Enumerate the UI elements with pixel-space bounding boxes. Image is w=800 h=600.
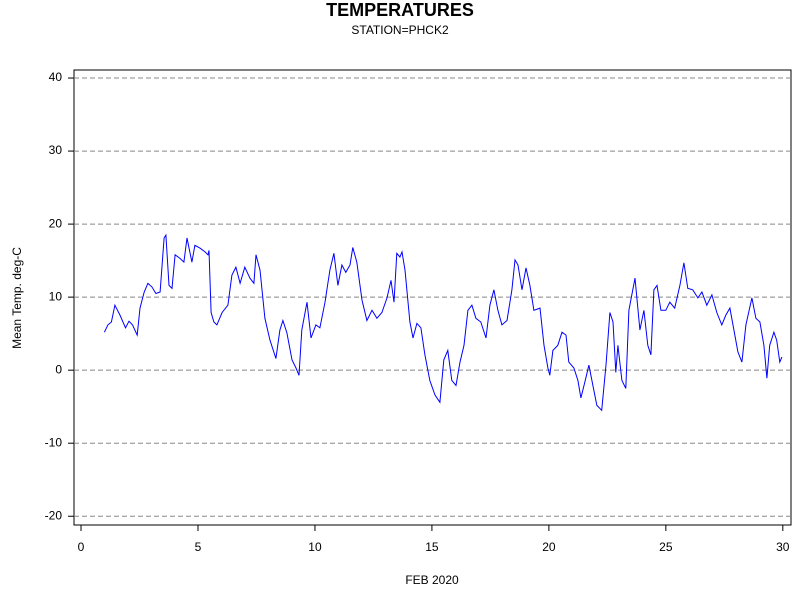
y-tick-label: 10 [49, 289, 63, 303]
line-series [103, 233, 783, 412]
x-tick-label: 10 [308, 540, 322, 554]
y-tick-label: 0 [55, 362, 62, 376]
y-tick-label: -10 [45, 435, 63, 449]
chart-title: TEMPERATURES [326, 0, 474, 20]
y-tick-label: -20 [45, 508, 63, 522]
x-tick-label: 0 [78, 540, 85, 554]
y-tick-label: 40 [49, 70, 63, 84]
x-tick-label: 5 [195, 540, 202, 554]
y-tick-label: 30 [49, 143, 63, 157]
x-axis-label: FEB 2020 [405, 573, 459, 587]
x-tick-label: 15 [425, 540, 439, 554]
x-tick-label: 25 [659, 540, 673, 554]
y-tick-label: 20 [49, 216, 63, 230]
x-tick-label: 20 [542, 540, 556, 554]
x-tick-label: 30 [776, 540, 790, 554]
y-axis-label: Mean Temp. deg-C [10, 247, 24, 349]
chart-subtitle: STATION=PHCK2 [351, 23, 449, 37]
